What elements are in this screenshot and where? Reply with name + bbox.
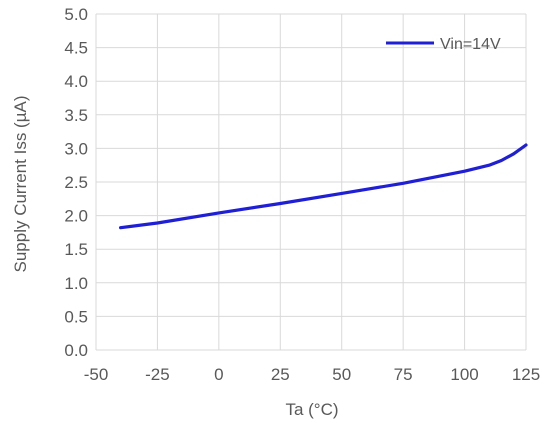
- series-layer: [119, 143, 528, 230]
- y-tick-labels: 0.0 0.5 1.0 1.5 2.0 2.5 3.0 3.5 4.0 4.5 5.0: [64, 5, 88, 360]
- y-tick-label: 2.5: [64, 173, 88, 192]
- y-tick-label: 3.5: [64, 106, 88, 125]
- y-tick-label: 3.0: [64, 139, 88, 158]
- x-tick-label: 25: [271, 365, 290, 384]
- grid: [95, 13, 527, 351]
- x-tick-labels: -50 -25 0 25 50 75 100 125: [84, 365, 540, 384]
- y-tick-label: 5.0: [64, 5, 88, 24]
- x-tick-label: -50: [84, 365, 109, 384]
- y-tick-label: 1.0: [64, 274, 88, 293]
- series-line-vin-14v: [119, 143, 528, 230]
- y-tick-label: 4.0: [64, 72, 88, 91]
- y-tick-label: 0.5: [64, 307, 88, 326]
- y-tick-label: 0.0: [64, 341, 88, 360]
- y-tick-label: 1.5: [64, 240, 88, 259]
- legend: Vin=14V: [386, 36, 501, 53]
- x-tick-label: 125: [512, 365, 540, 384]
- x-tick-label: 50: [332, 365, 351, 384]
- legend-label-vin-14v: Vin=14V: [440, 36, 501, 53]
- y-axis-title: Supply Current Iss (µA): [11, 95, 30, 272]
- y-tick-label: 4.5: [64, 39, 88, 58]
- x-axis-title: Ta (°C): [285, 400, 338, 419]
- y-tick-label: 2.0: [64, 207, 88, 226]
- x-tick-label: -25: [145, 365, 170, 384]
- x-tick-label: 75: [394, 365, 413, 384]
- x-tick-label: 0: [214, 365, 223, 384]
- x-tick-label: 100: [450, 365, 478, 384]
